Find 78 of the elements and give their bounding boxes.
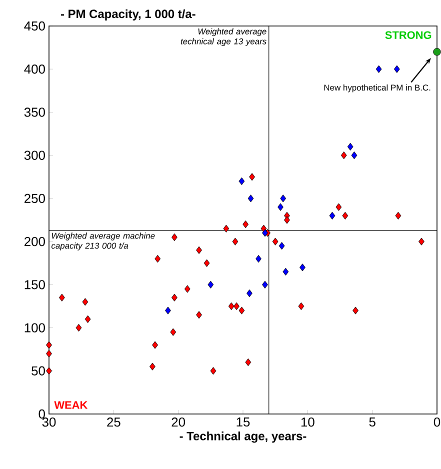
point (284, 216, 290, 224)
point (329, 212, 336, 220)
x-tick-label: 0 (434, 418, 440, 427)
point (246, 289, 252, 298)
point (234, 302, 240, 310)
y-tick-label: 350 (24, 108, 45, 117)
x-tick-label: 5 (369, 418, 376, 427)
point (242, 220, 249, 228)
point (347, 142, 354, 151)
point (46, 367, 52, 375)
point (256, 254, 262, 263)
point (278, 203, 284, 211)
annotation: WEAK (54, 401, 88, 409)
point (172, 294, 178, 302)
point (395, 212, 402, 220)
point (76, 324, 82, 332)
point (84, 315, 91, 323)
point (154, 254, 161, 263)
point (238, 177, 245, 186)
point (351, 151, 358, 160)
y-tick-label: 250 (24, 194, 45, 204)
y-tick-label: 0 (38, 409, 45, 419)
point (278, 242, 285, 250)
x-tick-label: 15 (236, 418, 250, 427)
y-tick-label: 150 (24, 280, 45, 290)
point (196, 311, 202, 319)
point (172, 233, 178, 242)
point (210, 367, 216, 375)
point (298, 302, 304, 310)
x-tick-label: 30 (42, 418, 56, 427)
point (336, 203, 342, 211)
point (248, 194, 254, 202)
annotation: New hypothetical PM in B.C. (324, 84, 430, 92)
x-tick-label: 25 (107, 418, 120, 427)
point (249, 173, 255, 181)
point (418, 238, 424, 246)
point (170, 328, 176, 336)
x-tick-label: 20 (172, 418, 186, 427)
point (228, 302, 234, 310)
y-tick-label: 450 (24, 21, 45, 31)
point (262, 280, 268, 288)
point (238, 306, 245, 314)
point (394, 65, 400, 73)
point (282, 268, 289, 276)
point (245, 358, 252, 366)
x-axis-title: - Technical age, years- (180, 432, 306, 443)
point (208, 280, 214, 288)
point (184, 285, 190, 293)
point (165, 306, 171, 314)
point (58, 294, 65, 302)
y-tick-label: 100 (24, 323, 45, 332)
point (223, 224, 230, 232)
ref-line-label: Weighted average technical age 13 years (180, 28, 266, 46)
point (82, 298, 88, 306)
point (352, 306, 358, 314)
annotation: STRONG (385, 31, 432, 39)
y-tick-label: 400 (24, 64, 45, 74)
point (46, 341, 52, 349)
point (204, 259, 210, 267)
point (300, 264, 306, 272)
point (433, 48, 441, 56)
chart-title: - PM Capacity, 1 000 t/a- (60, 9, 196, 21)
y-tick-label: 50 (32, 366, 45, 376)
x-tick-label: 10 (301, 418, 314, 427)
point (342, 212, 348, 220)
point (196, 246, 202, 254)
point (232, 238, 238, 246)
point (150, 362, 156, 370)
point (376, 65, 382, 73)
point (272, 238, 278, 246)
ref-line-label: Weighted average machine capacity 213 000 t/a (51, 232, 155, 250)
y-tick-label: 300 (24, 150, 45, 160)
point (152, 341, 158, 349)
y-tick-label: 200 (24, 236, 45, 246)
point (46, 350, 52, 358)
point (262, 229, 268, 237)
point (280, 194, 286, 202)
point (340, 151, 347, 160)
